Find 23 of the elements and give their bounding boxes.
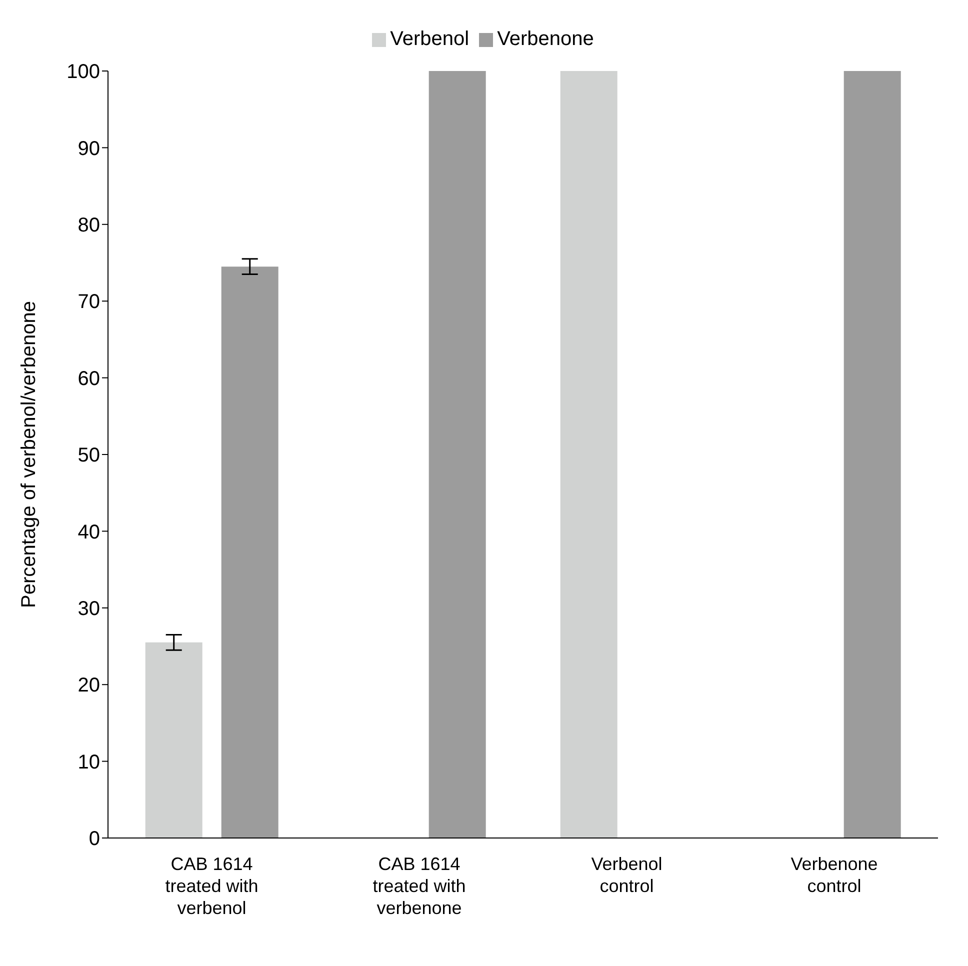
y-tick-label: 30 — [78, 598, 100, 620]
y-tick-label: 70 — [78, 291, 100, 314]
legend-label: Verbenone — [497, 28, 594, 50]
y-tick-label: 90 — [78, 138, 100, 160]
y-tick-label: 20 — [78, 674, 100, 697]
y-tick-label: 60 — [78, 368, 100, 390]
y-tick-label: 10 — [78, 751, 100, 774]
bar — [428, 71, 486, 838]
x-tick-label: Verbenone control — [790, 854, 878, 896]
y-tick-label: 50 — [78, 444, 100, 467]
x-tick-label: Verbenol control — [591, 854, 662, 896]
bar — [844, 71, 901, 838]
legend-label: Verbenol — [390, 28, 470, 50]
bar — [560, 71, 618, 838]
y-axis-title: Percentage of verbenol/verbenone — [18, 301, 40, 608]
y-tick-label: 100 — [66, 61, 100, 84]
x-tick-label: CAB 1614 treated with verbenone — [372, 854, 466, 918]
x-tick-label: CAB 1614 treated with verbenol — [165, 854, 258, 918]
bar — [221, 266, 278, 838]
y-tick-label: 40 — [78, 521, 100, 544]
y-tick-label: 0 — [88, 828, 100, 850]
y-tick-label: 80 — [78, 214, 100, 236]
bar — [145, 642, 202, 838]
